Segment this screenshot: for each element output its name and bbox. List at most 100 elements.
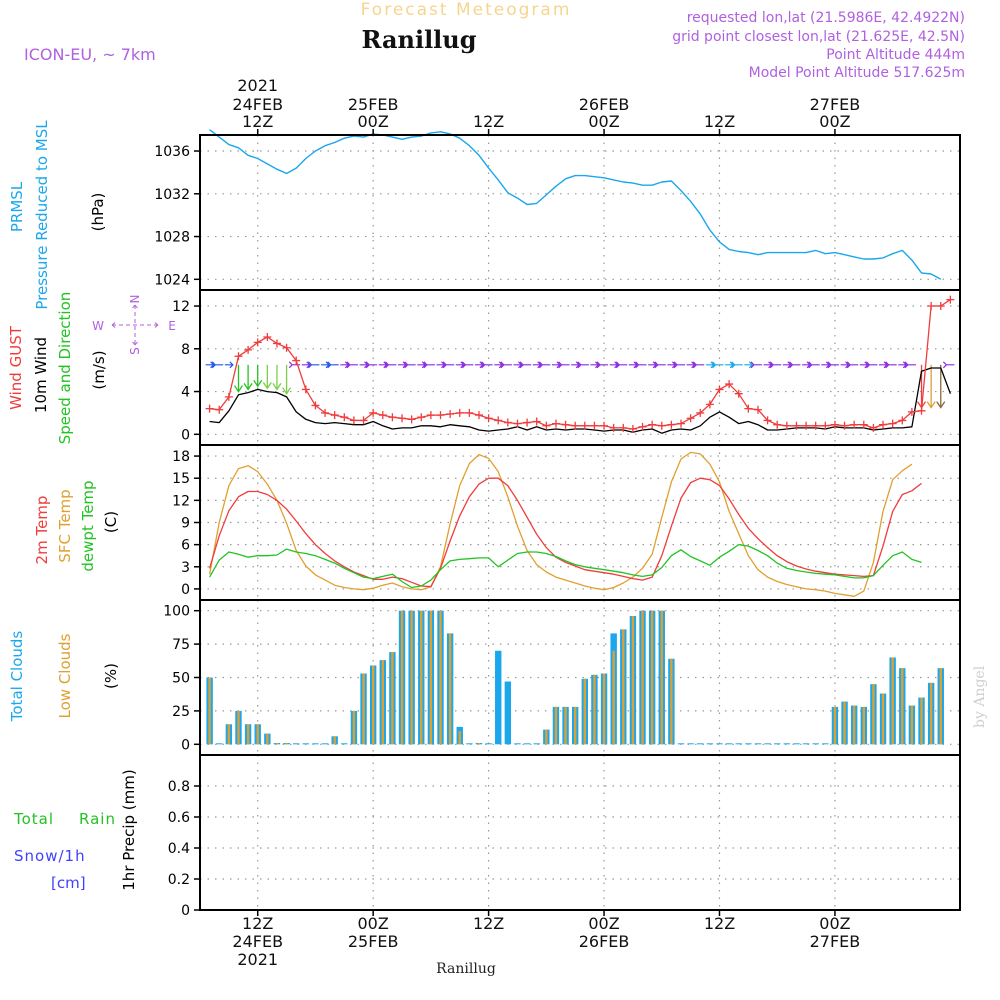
- wind-arrow: [590, 361, 600, 369]
- total-clouds-bar: [293, 743, 300, 745]
- gust-marker: [609, 423, 618, 432]
- low-clouds-bar: [545, 729, 548, 745]
- wind-arrow: [705, 361, 715, 369]
- wind-arrow: [885, 361, 897, 369]
- wind-arrow: [538, 361, 551, 369]
- temp-unit: (C): [102, 511, 120, 533]
- compass-e: E: [168, 319, 176, 333]
- total-clouds-bar: [466, 743, 473, 745]
- wind-arrow: [744, 361, 754, 369]
- wind-arrow: [301, 361, 311, 369]
- grid-point-coords: grid point closest lon,lat (21.625E, 42.…: [672, 29, 965, 45]
- wind-arrow: [378, 361, 388, 369]
- low-clouds-bar: [901, 668, 904, 745]
- wind-arrow: [532, 361, 542, 369]
- wind-arrow: [769, 361, 782, 369]
- low-clouds-bar: [843, 701, 846, 745]
- total-clouds-bar: [725, 743, 733, 745]
- x-tick-label-top: 00Z: [358, 112, 389, 131]
- gust-marker: [927, 302, 936, 311]
- direction-label: Speed and Direction: [56, 292, 74, 445]
- wind-arrow: [879, 361, 888, 369]
- low-clouds-bar: [650, 610, 654, 745]
- low-clouds-bar: [275, 742, 279, 745]
- wind-arrow-head: [253, 379, 263, 388]
- wind-arrow: [763, 361, 773, 369]
- footer-station: Ranillug: [436, 961, 496, 977]
- wind-arrow: [288, 361, 301, 369]
- rain-label: Rain: [79, 810, 116, 828]
- x-tick-label-top: 27FEB: [810, 95, 861, 114]
- panel-frame: [199, 134, 961, 291]
- total-clouds-bar: [802, 743, 810, 745]
- gust-marker: [821, 421, 830, 430]
- gust-marker: [407, 415, 416, 424]
- low-clouds-bar: [881, 693, 885, 745]
- x-tick-label-bottom: 26FEB: [579, 932, 630, 951]
- low-clouds-bar: [612, 650, 615, 745]
- low-clouds-bar: [891, 657, 894, 745]
- gust-marker: [773, 420, 782, 429]
- gust-marker: [590, 421, 599, 430]
- x-tick-label-top: 26FEB: [579, 95, 630, 114]
- gust-marker: [898, 416, 907, 425]
- gust-marker: [782, 421, 791, 430]
- total-clouds-bar: [764, 743, 771, 745]
- gust-marker: [311, 401, 320, 410]
- gust-marker: [734, 389, 743, 398]
- y-tick-label: 50: [172, 671, 190, 687]
- x-tick-label-top: 00Z: [588, 112, 619, 131]
- gust-marker: [571, 421, 580, 430]
- total-clouds-bar: [514, 743, 521, 745]
- gust-marker: [936, 302, 945, 311]
- low-clouds-bar: [439, 610, 442, 745]
- wind-arrow-head: [262, 381, 272, 390]
- low-clouds-bar: [554, 706, 558, 745]
- total-clouds-bar: [783, 743, 791, 745]
- sfc-temp-line: [208, 451, 913, 597]
- wind-arrow: [628, 361, 638, 369]
- model-altitude: Model Point Altitude 517.625m: [749, 65, 965, 81]
- wind-arrow: [673, 361, 686, 369]
- x-tick-label-bottom: 00Z: [819, 914, 850, 933]
- total-clouds-bar: [812, 743, 819, 745]
- y-tick-label: 0: [181, 903, 190, 919]
- total-clouds-bar: [774, 743, 781, 745]
- gust-marker: [686, 414, 695, 423]
- y-tick-label: 9: [181, 516, 190, 532]
- wind-arrow: [609, 361, 619, 369]
- low-clouds-bar: [920, 697, 923, 745]
- low-clouds-bar: [246, 724, 250, 745]
- gust-marker: [628, 424, 637, 433]
- wind-unit: (m/s): [90, 350, 108, 389]
- gust-marker: [215, 405, 224, 414]
- gust-marker: [753, 405, 762, 414]
- y-tick-label: 8: [181, 342, 190, 358]
- gust-marker: [792, 421, 801, 430]
- total-clouds-bar: [677, 743, 685, 745]
- wind-arrow: [808, 361, 820, 369]
- low-clouds-bar: [237, 710, 240, 745]
- gust-marker: [205, 404, 214, 413]
- wind-arrow: [731, 361, 743, 369]
- wind-arrow: [474, 361, 484, 369]
- gust-marker: [542, 421, 551, 430]
- wind-arrow: [789, 361, 801, 369]
- gust-marker: [907, 407, 916, 416]
- wind-arrow: [442, 361, 455, 369]
- sfc-temp-label: SFC Temp: [56, 489, 74, 562]
- model-label: ICON-EU, ~ 7km: [24, 45, 156, 64]
- precip-unit: 1hr Precip (mm): [120, 769, 138, 890]
- y-tick-label: 12: [172, 493, 190, 509]
- x-tick-label-bottom: 25FEB: [348, 932, 399, 951]
- wind-arrow: [692, 361, 705, 369]
- y-tick-label: 0.8: [168, 779, 190, 795]
- wind-arrow: [205, 361, 215, 369]
- pressure-label: Pressure Reduced to MSL: [33, 120, 51, 310]
- x-tick-label-bottom: 24FEB: [232, 932, 283, 951]
- product-title: Forecast Meteogram: [361, 0, 572, 20]
- wind-arrow: [551, 361, 561, 369]
- low-clouds-bar: [631, 616, 635, 745]
- wind-arrow: [712, 361, 724, 369]
- y-tick-label: 0.2: [168, 872, 190, 888]
